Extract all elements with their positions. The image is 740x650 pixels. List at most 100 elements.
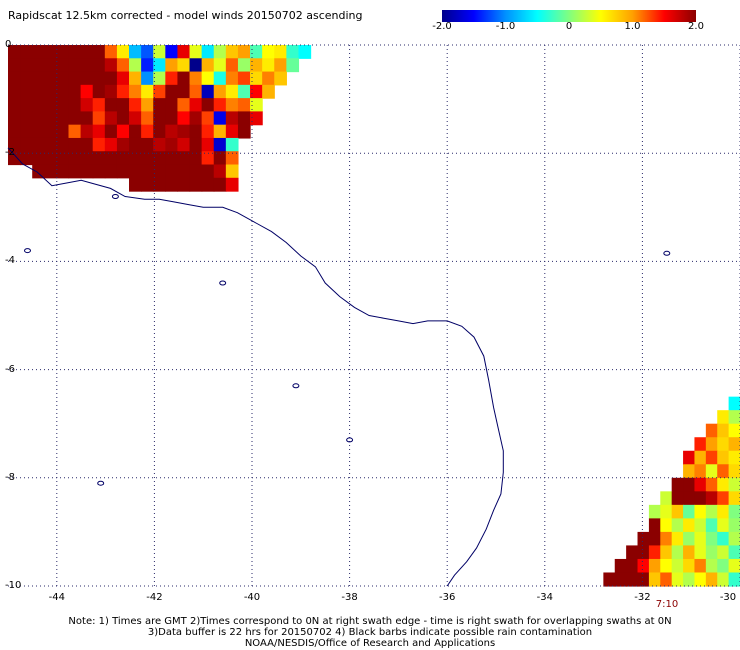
wind-cell	[8, 137, 21, 152]
wind-cell	[683, 531, 696, 547]
wind-cell	[683, 518, 696, 533]
wind-cell	[728, 572, 740, 587]
wind-cell	[717, 558, 730, 574]
wind-cell	[683, 504, 696, 519]
wind-cell	[92, 45, 106, 59]
wind-cell	[728, 437, 740, 452]
wind-cell	[201, 98, 215, 112]
wind-cell	[20, 71, 33, 86]
wind-cell	[153, 164, 166, 179]
coastline	[7, 147, 671, 587]
wind-cell	[165, 45, 179, 59]
wind-cell	[104, 58, 118, 73]
wind-cell	[92, 137, 106, 152]
wind-cell	[68, 58, 82, 73]
wind-cell	[129, 137, 142, 152]
wind-cell	[683, 477, 696, 492]
wind-cell	[20, 58, 33, 73]
wind-cell	[189, 137, 203, 152]
wind-cell	[237, 84, 251, 99]
wind-cell	[165, 137, 179, 152]
wind-cell	[717, 545, 730, 560]
wind-cell	[694, 491, 707, 506]
wind-cell	[237, 98, 251, 112]
wind-cell	[104, 111, 118, 126]
wind-cell	[225, 124, 239, 139]
wind-cell	[20, 151, 33, 166]
wind-cell	[20, 45, 33, 59]
wind-cell	[141, 98, 154, 112]
wind-cell	[56, 98, 70, 112]
wind-cell	[129, 98, 142, 112]
wind-cell	[189, 124, 203, 139]
wind-cell	[660, 572, 673, 587]
wind-cell	[728, 518, 740, 533]
wind-cell	[8, 45, 21, 59]
wind-cell	[250, 98, 263, 112]
wind-cell	[671, 504, 684, 519]
wind-cell	[648, 518, 661, 533]
wind-cell	[728, 410, 740, 425]
wind-cell	[177, 111, 191, 126]
wind-cell	[153, 124, 166, 139]
wind-cell	[165, 111, 179, 126]
wind-cell	[68, 124, 82, 139]
wind-cell	[274, 71, 287, 86]
wind-cell	[262, 71, 275, 86]
wind-cell	[56, 151, 70, 166]
wind-cell	[705, 450, 718, 465]
colorbar-tick-label: -2.0	[432, 21, 452, 32]
wind-cell	[153, 84, 166, 99]
wind-cell	[728, 558, 740, 574]
wind-cell	[80, 137, 94, 152]
wind-cell	[225, 98, 239, 112]
longitude-tick-label: -40	[243, 592, 261, 603]
wind-cell	[225, 111, 239, 126]
wind-cell	[80, 124, 94, 139]
wind-cell	[165, 124, 179, 139]
wind-cell	[286, 45, 300, 59]
wind-cell	[671, 518, 684, 533]
wind-cell	[189, 58, 203, 73]
wind-cell	[671, 477, 684, 492]
wind-cell	[705, 504, 718, 519]
wind-cell	[683, 545, 696, 560]
wind-cell	[8, 84, 21, 99]
wind-cell	[8, 71, 21, 86]
wind-cell	[648, 504, 661, 519]
colorbar-tick-label: 0	[565, 21, 573, 32]
wind-cell	[116, 151, 130, 166]
wind-cell	[32, 137, 45, 152]
wind-cell	[32, 71, 45, 86]
wind-cell	[104, 45, 118, 59]
wind-cell	[153, 71, 166, 86]
wind-cell	[80, 164, 94, 179]
wind-cell	[116, 124, 130, 139]
wind-cell	[141, 124, 154, 139]
wind-cell	[728, 450, 740, 465]
wind-cell	[201, 124, 215, 139]
wind-cell	[237, 111, 251, 126]
wind-cell	[637, 545, 650, 560]
wind-cell	[250, 45, 263, 59]
wind-cell	[717, 518, 730, 533]
wind-cell	[56, 124, 70, 139]
wind-cell	[626, 572, 639, 587]
island-outline	[111, 194, 119, 199]
colorbar	[442, 10, 696, 22]
wind-cell	[68, 98, 82, 112]
wind-cell	[717, 437, 730, 452]
wind-cell	[177, 84, 191, 99]
wind-cell	[32, 164, 45, 179]
wind-cell	[80, 98, 94, 112]
wind-cell	[44, 164, 58, 179]
wind-cell	[8, 98, 21, 112]
island-outline	[292, 383, 300, 389]
wind-cell	[80, 45, 94, 59]
island-outline	[97, 480, 105, 486]
wind-cell	[92, 58, 106, 73]
wind-cell	[648, 572, 661, 587]
wind-cell	[116, 71, 130, 86]
wind-cell	[225, 71, 239, 86]
